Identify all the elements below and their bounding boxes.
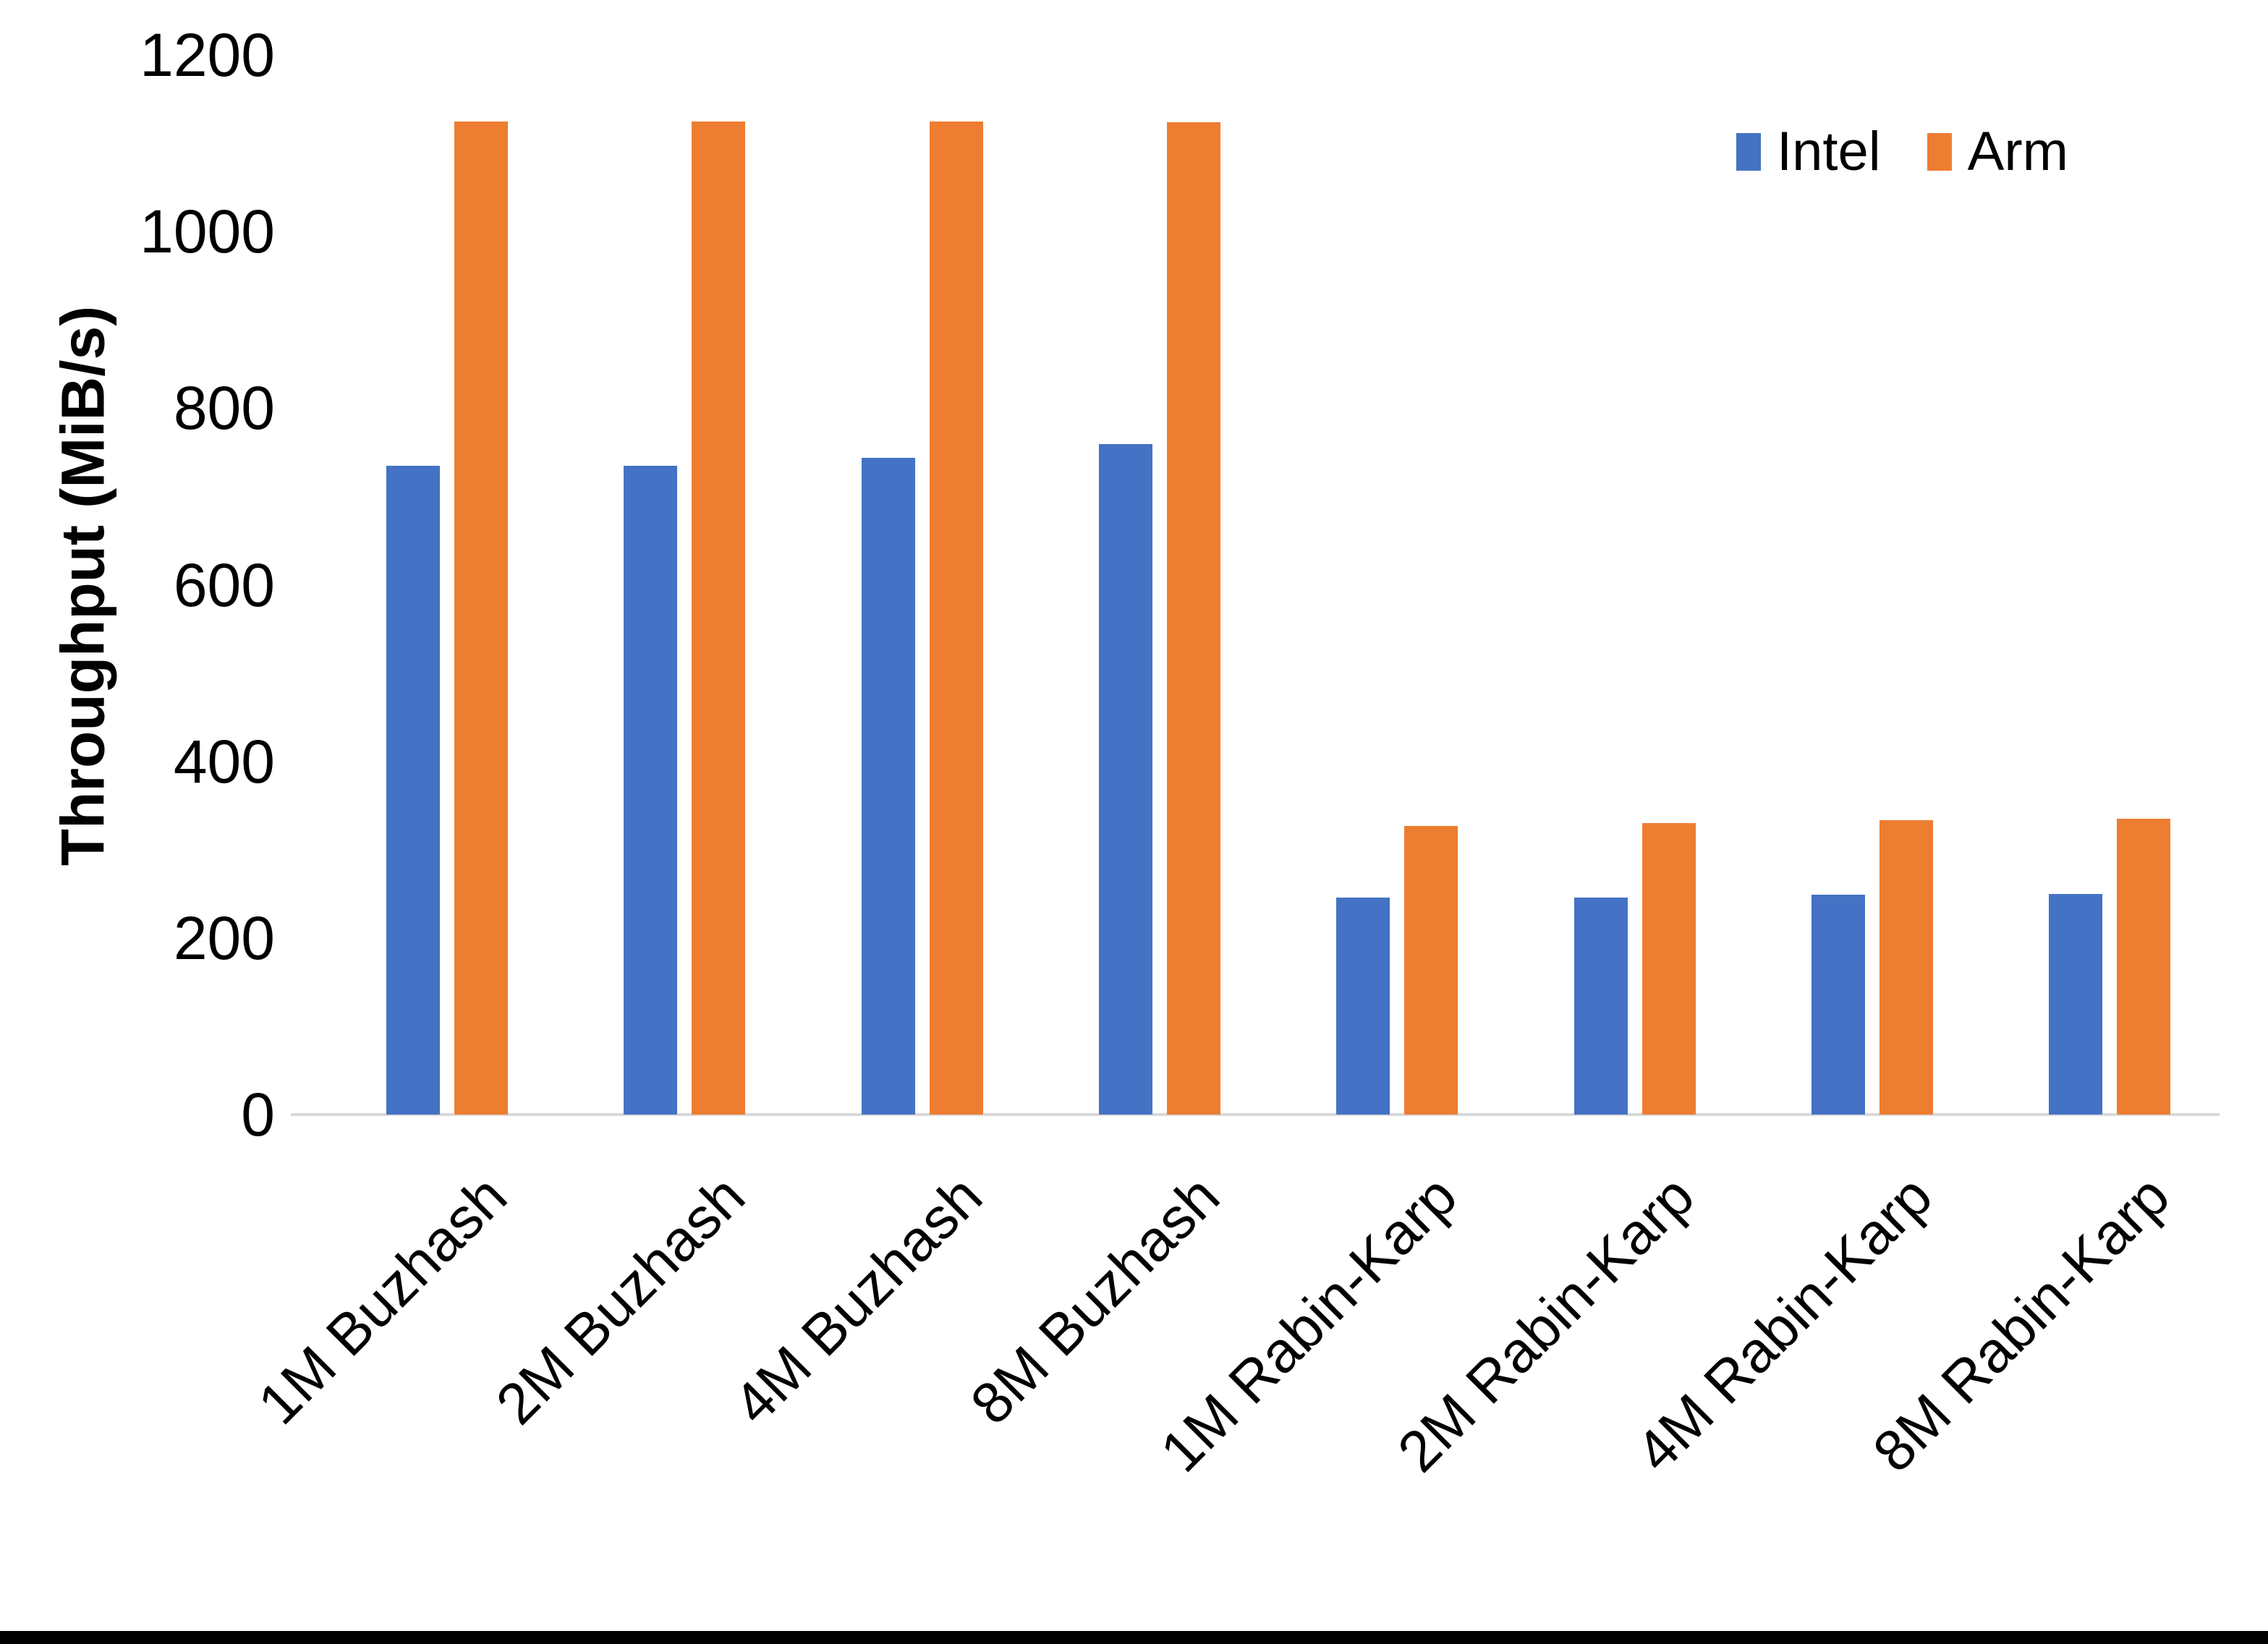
bar-intel-8m-buzhash: [1098, 444, 1152, 1115]
y-tick-label-1200: 1200: [140, 21, 275, 89]
y-tick-label-400: 400: [173, 727, 275, 796]
bar-arm-8m-buzhash: [1166, 122, 1220, 1115]
bar-intel-8m-rabin-karp: [2049, 893, 2103, 1115]
y-tick-label-800: 800: [173, 374, 275, 443]
y-tick-label-1000: 1000: [140, 197, 275, 266]
y-tick-label-600: 600: [173, 550, 275, 619]
bar-intel-2m-buzhash: [624, 465, 678, 1115]
bar-intel-1m-buzhash: [386, 465, 440, 1115]
bar-arm-8m-rabin-karp: [2117, 819, 2171, 1115]
bar-arm-4m-buzhash: [929, 121, 983, 1115]
y-tick-label-0: 0: [241, 1081, 275, 1149]
x-category-label-1m-buzhash: 1M Buzhash: [246, 1163, 519, 1436]
legend-label-arm: Arm: [1967, 121, 2068, 182]
x-category-label-2m-buzhash: 2M Buzhash: [483, 1163, 757, 1436]
bottom-border: [0, 1631, 2268, 1644]
bar-intel-4m-buzhash: [861, 457, 915, 1115]
legend-swatch-intel: [1736, 133, 1761, 171]
bar-arm-4m-rabin-karp: [1879, 820, 1933, 1115]
y-tick-label-200: 200: [173, 903, 275, 972]
bar-arm-2m-buzhash: [692, 121, 746, 1115]
legend: Intel Arm: [1736, 124, 2068, 179]
bar-arm-2m-rabin-karp: [1641, 823, 1696, 1115]
bar-intel-4m-rabin-karp: [1811, 895, 1865, 1115]
x-category-label-8m-buzhash: 8M Buzhash: [958, 1163, 1232, 1436]
legend-item-arm: Arm: [1927, 124, 2068, 179]
legend-swatch-arm: [1927, 133, 1952, 171]
x-axis-line: [291, 1113, 2220, 1116]
bar-arm-1m-rabin-karp: [1404, 825, 1458, 1115]
bar-arm-1m-buzhash: [454, 121, 508, 1115]
bar-intel-1m-rabin-karp: [1336, 897, 1390, 1115]
legend-label-intel: Intel: [1777, 121, 1881, 182]
y-axis-title: Throughput (MiB/s): [48, 305, 117, 866]
bar-intel-2m-rabin-karp: [1573, 897, 1628, 1115]
x-category-label-4m-buzhash: 4M Buzhash: [721, 1163, 995, 1436]
legend-item-intel: Intel: [1736, 124, 1881, 179]
